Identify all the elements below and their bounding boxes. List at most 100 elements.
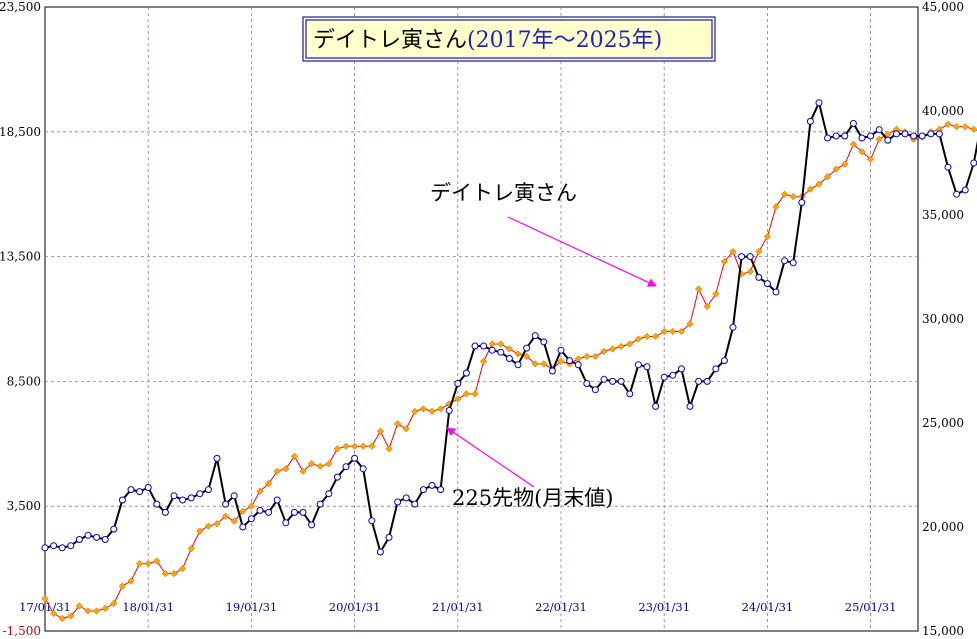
futures-point — [953, 190, 961, 198]
futures-point — [746, 253, 754, 261]
x-tick-label: 24/01/31 — [742, 600, 794, 614]
y-left-tick-label: -1,500 — [3, 624, 41, 638]
trader-point — [316, 462, 324, 470]
futures-point — [480, 342, 488, 350]
trader-point — [101, 604, 109, 613]
futures-point — [505, 355, 513, 362]
futures-point — [738, 253, 746, 261]
trader-point — [110, 599, 118, 608]
trader-point — [454, 395, 462, 403]
series-futures — [41, 99, 977, 556]
futures-point — [970, 159, 977, 167]
futures-point — [411, 500, 419, 508]
trader-point — [600, 347, 608, 356]
futures-point — [316, 500, 324, 508]
trader-point — [952, 123, 961, 131]
y-right-tick-label: 45,000 — [922, 0, 964, 14]
trader-point — [875, 135, 883, 143]
futures-point — [299, 508, 307, 516]
plot-area — [44, 6, 919, 632]
futures-point — [763, 280, 771, 288]
futures-point — [170, 492, 178, 500]
futures-point — [333, 473, 341, 481]
annotation-trader-arrow — [507, 216, 657, 287]
futures-point — [712, 365, 720, 373]
trader-point — [92, 607, 101, 615]
trader-point — [282, 465, 290, 473]
futures-point — [566, 357, 574, 365]
futures-point — [385, 533, 393, 541]
trader-point — [755, 247, 763, 256]
trader-point — [402, 425, 410, 433]
futures-point — [548, 367, 556, 375]
x-tick-label: 21/01/31 — [432, 600, 484, 614]
futures-point — [557, 346, 565, 354]
trader-point — [617, 342, 625, 351]
title-sub: (2017年～2025年) — [467, 28, 662, 53]
futures-point — [454, 380, 462, 387]
chart-title: デイトレ寅さん(2017年～2025年) — [302, 16, 716, 62]
trader-point — [419, 405, 428, 413]
futures-point — [781, 257, 789, 265]
futures-point — [935, 130, 943, 138]
futures-point — [118, 496, 126, 504]
futures-point — [402, 494, 410, 502]
trader-point — [591, 352, 600, 361]
futures-point — [729, 323, 737, 331]
annotation-trader: デイトレ寅さん — [430, 181, 657, 287]
trader-point — [273, 467, 281, 475]
trader-point — [84, 607, 92, 615]
futures-point — [867, 132, 875, 140]
trader-point — [144, 559, 152, 568]
title-text: デイトレ寅さん(2017年～2025年) — [313, 28, 662, 53]
trader-point — [944, 120, 952, 128]
futures-point — [75, 536, 83, 543]
trader-point — [428, 407, 436, 416]
trader-point — [58, 614, 66, 623]
futures-point — [514, 361, 522, 369]
trader-point — [230, 517, 238, 525]
futures-point — [961, 186, 969, 194]
trader-point — [471, 390, 479, 398]
trader-point — [393, 420, 402, 428]
futures-point — [927, 130, 935, 138]
futures-point — [910, 132, 918, 140]
futures-point — [488, 346, 496, 354]
trader-point — [41, 594, 49, 603]
trader-point — [686, 320, 694, 328]
trader-point — [333, 445, 342, 453]
futures-point — [67, 542, 75, 550]
futures-point — [196, 490, 204, 498]
trader-point — [213, 520, 221, 528]
futures-point — [497, 348, 505, 356]
trader-point — [789, 193, 797, 201]
trader-point — [514, 350, 522, 358]
futures-point — [84, 531, 92, 539]
futures-point — [230, 492, 238, 500]
trader-point — [247, 502, 256, 510]
trader-point — [746, 267, 754, 276]
futures-point — [626, 390, 634, 398]
trader-point — [256, 487, 264, 495]
futures-point — [161, 508, 169, 516]
futures-point — [428, 481, 436, 489]
futures-point — [677, 365, 685, 373]
trader-point — [49, 609, 58, 618]
x-tick-label: 17/01/31 — [19, 600, 71, 614]
futures-point — [944, 163, 952, 171]
futures-point — [583, 380, 591, 387]
trader-point — [970, 125, 977, 133]
trader-point — [350, 442, 359, 450]
futures-point — [101, 536, 109, 543]
futures-point — [50, 542, 58, 550]
futures-point — [591, 386, 599, 394]
futures-point — [523, 344, 531, 352]
futures-point — [239, 523, 247, 531]
trader-point — [411, 407, 419, 416]
trader-point — [823, 173, 832, 181]
trader-point — [677, 327, 686, 336]
futures-point — [798, 199, 806, 206]
futures-point — [153, 500, 161, 508]
x-tick-label: 22/01/31 — [535, 600, 587, 614]
